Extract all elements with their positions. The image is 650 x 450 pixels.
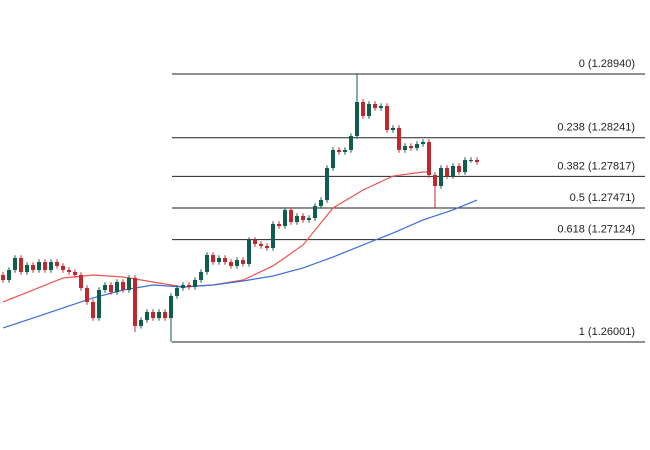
candle-body: [109, 285, 113, 293]
candle-body: [271, 224, 275, 248]
candle-body: [457, 166, 461, 173]
candle-body: [463, 159, 467, 173]
candle-body: [187, 285, 191, 288]
candle-body: [469, 159, 473, 161]
candle-body: [205, 255, 209, 272]
candle-body: [37, 262, 41, 270]
candle-body: [49, 262, 53, 270]
candle-body: [409, 146, 413, 149]
candle-body: [199, 271, 203, 280]
candle-body: [43, 262, 47, 270]
candle-body: [151, 311, 155, 319]
candle-body: [253, 239, 257, 244]
candle-body: [355, 101, 359, 137]
candle-body: [157, 311, 161, 319]
candle-body: [259, 243, 263, 246]
candle-body: [331, 149, 335, 169]
candle-body: [451, 166, 455, 177]
candle-body: [31, 265, 35, 270]
candle-body: [19, 258, 23, 272]
candle-body: [121, 281, 125, 291]
candle-body: [319, 200, 323, 207]
candle-body: [277, 224, 281, 227]
candle-body: [391, 127, 395, 130]
candle-body: [475, 159, 479, 162]
candle-body: [73, 271, 77, 275]
candle-body: [91, 301, 95, 319]
candle-body: [229, 262, 233, 266]
candle-body: [295, 215, 299, 222]
candle-body: [139, 320, 143, 326]
candle-body: [67, 269, 71, 272]
candle-body: [103, 285, 107, 291]
fib-level-label: 0.618 (1.27124): [557, 224, 635, 236]
candle-body: [97, 290, 101, 319]
candle-body: [439, 168, 443, 186]
candle-body: [175, 288, 179, 296]
fib-level-label: 0.5 (1.27471): [570, 192, 635, 204]
candle-body: [13, 258, 17, 270]
candle-body: [361, 101, 365, 117]
candle-body: [403, 146, 407, 150]
candle-body: [127, 277, 131, 291]
candle-body: [133, 277, 137, 326]
candle-body: [7, 269, 11, 280]
candle-body: [445, 168, 449, 177]
candle-body: [349, 136, 353, 150]
candle-body: [289, 209, 293, 222]
candle-body: [421, 142, 425, 145]
candle-body: [379, 106, 383, 109]
candle-body: [145, 311, 149, 321]
fib-level-label: 0.382 (1.27817): [557, 160, 635, 172]
candle-body: [163, 311, 167, 319]
candle-body: [265, 245, 269, 248]
candle-body: [235, 260, 239, 266]
candle-body: [373, 104, 377, 109]
candle-body: [193, 279, 197, 288]
candle-body: [217, 258, 221, 263]
candle-body: [223, 258, 227, 263]
candle-body: [313, 206, 317, 218]
candle-body: [85, 288, 89, 302]
candle-body: [25, 265, 29, 272]
candle-body: [283, 209, 287, 227]
candle-body: [415, 144, 419, 149]
candle-body: [427, 142, 431, 176]
fib-level-label: 0 (1.28940): [579, 58, 635, 70]
candle-body: [397, 127, 401, 150]
candle-body: [61, 265, 65, 270]
candle-body: [181, 285, 185, 289]
candle-body: [367, 104, 371, 117]
candle-body: [79, 274, 83, 289]
candle-body: [55, 262, 59, 266]
candle-body: [337, 149, 341, 152]
fib-level-label: 0.238 (1.28241): [557, 122, 635, 134]
candle-body: [325, 168, 329, 201]
candle-body: [433, 175, 437, 186]
moving-average-line: [2, 199, 478, 329]
candle-body: [301, 215, 305, 220]
candle-body: [241, 260, 245, 264]
candle-body: [307, 217, 311, 220]
candle-body: [247, 239, 251, 264]
candle-body: [343, 149, 347, 152]
candle-body: [211, 255, 215, 263]
candle-body: [385, 106, 389, 130]
candle-body: [169, 295, 173, 319]
candle-body: [115, 281, 119, 293]
fib-level-label: 1 (1.26001): [579, 326, 635, 338]
candle-body: [1, 274, 5, 280]
